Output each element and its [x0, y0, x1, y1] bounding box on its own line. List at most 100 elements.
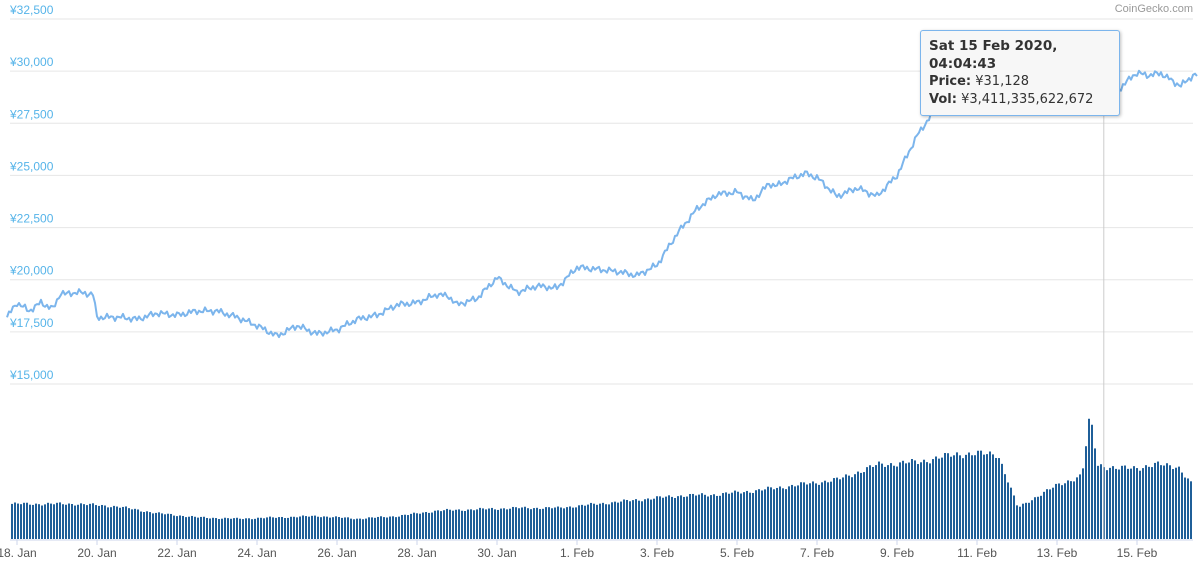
volume-bar: [599, 503, 601, 539]
volume-bar: [143, 512, 145, 539]
volume-bar: [572, 507, 574, 539]
volume-bar: [1022, 503, 1024, 539]
volume-bar: [1070, 481, 1072, 539]
volume-bar: [158, 512, 160, 539]
volume-bar: [1184, 477, 1186, 539]
volume-bar: [272, 517, 274, 539]
volume-bar: [686, 496, 688, 539]
volume-bar: [428, 512, 430, 539]
volume-bar: [1160, 465, 1162, 539]
volume-bar: [932, 459, 934, 539]
volume-bar: [989, 451, 991, 539]
volume-bar: [881, 463, 883, 539]
volume-bar: [1049, 489, 1051, 539]
volume-bar: [911, 459, 913, 539]
volume-bar: [287, 517, 289, 539]
volume-bar: [656, 496, 658, 539]
volume-bar: [1097, 465, 1099, 539]
volume-bar: [962, 458, 964, 539]
volume-bar: [203, 516, 205, 539]
volume-bar: [575, 507, 577, 539]
volume-bar: [1142, 468, 1144, 539]
volume-bar: [20, 504, 22, 539]
volume-bar: [509, 508, 511, 539]
volume-bar: [1124, 465, 1126, 539]
volume-bar: [695, 495, 697, 539]
volume-bar: [95, 505, 97, 539]
volume-bar: [971, 455, 973, 539]
volume-bar: [50, 503, 52, 539]
volume-bar: [437, 510, 439, 539]
volume-bar: [353, 519, 355, 539]
volume-bar: [1067, 480, 1069, 539]
volume-bar: [116, 506, 118, 539]
volume-bar: [719, 495, 721, 539]
volume-bar: [392, 516, 394, 539]
volume-bar: [152, 513, 154, 539]
volume-bar: [227, 518, 229, 539]
volume-bar: [977, 450, 979, 539]
volume-bar: [470, 509, 472, 539]
volume-bar: [416, 513, 418, 539]
volume-bar: [983, 454, 985, 539]
volume-bar: [794, 486, 796, 539]
volume-bar: [851, 477, 853, 539]
volume-bar: [1091, 424, 1093, 539]
y-tick-label: ¥25,000: [9, 159, 54, 173]
volume-bar: [1112, 466, 1114, 539]
volume-bar: [839, 479, 841, 539]
volume-bar: [149, 512, 151, 539]
volume-bar: [92, 503, 94, 539]
volume-bar: [362, 519, 364, 539]
x-tick-label: 15. Feb: [1117, 546, 1158, 560]
volume-bar: [701, 493, 703, 539]
volume-bar: [800, 482, 802, 539]
volume-bar: [596, 504, 598, 539]
volume-bar: [458, 509, 460, 539]
volume-bar: [323, 516, 325, 539]
volume-bar: [548, 507, 550, 539]
volume-bar: [269, 516, 271, 539]
volume-bar: [173, 515, 175, 539]
volume-bar: [1187, 478, 1189, 539]
volume-bar: [71, 503, 73, 539]
volume-bar: [446, 508, 448, 539]
y-tick-label: ¥20,000: [9, 264, 54, 278]
volume-bar: [923, 459, 925, 539]
volume-bar: [398, 516, 400, 539]
volume-bar: [77, 504, 79, 539]
credit-text[interactable]: CoinGecko.com: [1115, 3, 1193, 15]
volume-bar: [101, 504, 103, 539]
volume-bar: [545, 507, 547, 539]
volume-bar: [743, 492, 745, 539]
volume-bar: [734, 490, 736, 539]
volume-bar: [65, 504, 67, 539]
volume-bar: [1181, 472, 1183, 539]
volume-bar: [494, 509, 496, 539]
volume-bar: [629, 501, 631, 539]
volume-bar: [299, 516, 301, 539]
volume-bar: [860, 472, 862, 539]
volume-bar: [230, 518, 232, 539]
volume-bar: [890, 463, 892, 539]
volume-bar: [632, 500, 634, 539]
volume-bar: [107, 507, 109, 539]
volume-bar: [1058, 483, 1060, 539]
volume-bar: [179, 515, 181, 539]
volume-bar: [1151, 467, 1153, 539]
volume-bar: [611, 502, 613, 539]
volume-bar: [161, 513, 163, 539]
volume-bar: [290, 516, 292, 539]
volume-bar: [395, 517, 397, 539]
volume-bar: [731, 492, 733, 539]
volume-bar: [293, 516, 295, 539]
volume-bar: [635, 499, 637, 539]
volume-bar: [680, 495, 682, 539]
volume-bar: [914, 460, 916, 539]
volume-bar: [89, 503, 91, 539]
volume-bar: [302, 515, 304, 539]
volume-bar: [155, 512, 157, 539]
volume-bar: [341, 517, 343, 539]
volume-bar: [935, 456, 937, 539]
volume-bar: [626, 499, 628, 539]
